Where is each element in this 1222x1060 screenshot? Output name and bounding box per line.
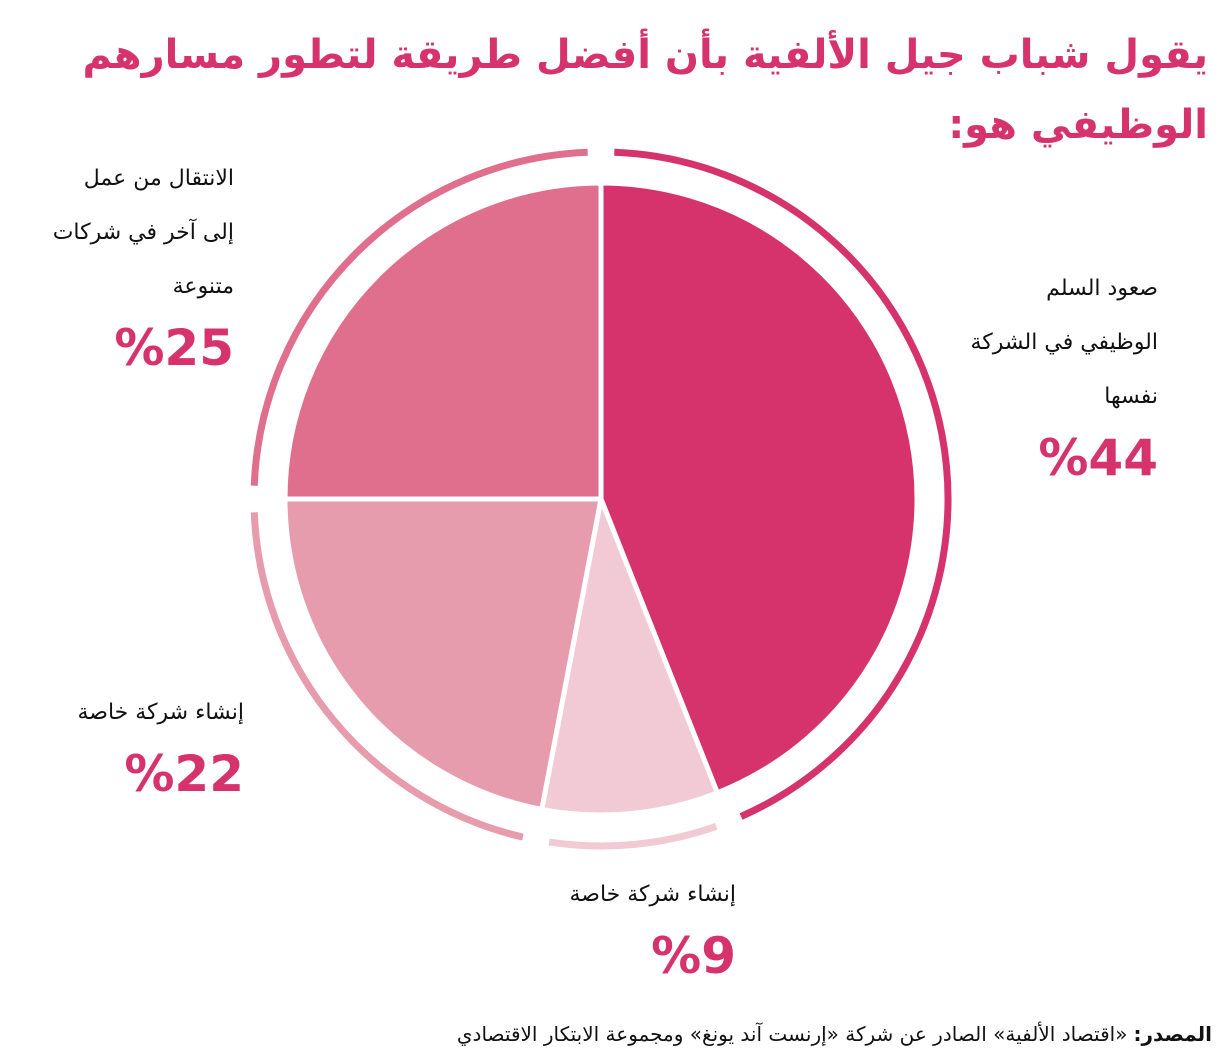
pie-slice-0 [598,180,920,796]
ring-arc-1 [548,822,718,850]
pie-slice-2 [282,496,604,812]
ring-arc-2 [250,512,524,841]
source-text: «اقتصاد الألفية» الصادر عن شركة «إرنست آ… [456,1022,1128,1046]
pie-slice-3 [282,180,604,502]
source-note: المصدر:«اقتصاد الألفية» الصادر عن شركة «… [457,1022,1212,1046]
ring-arc-0 [614,148,952,820]
slice-label-1: إنشاء شركة خاصة %9 [569,868,736,986]
ring-arc-3 [250,148,588,486]
pie-slices [282,180,920,818]
slice-label-text: إنشاء شركة خاصة [569,882,736,907]
pie-slice-1 [539,496,720,818]
outer-rings [250,148,952,850]
slice-percent: %22 [124,745,244,803]
source-label: المصدر: [1133,1022,1212,1046]
slice-label-text: صعود السلم الوظيفي في الشركة نفسها [970,276,1158,409]
slice-label-text: الانتقال من عمل إلى آخر في شركات متنوعة [52,166,234,299]
slice-label-3: الانتقال من عمل إلى آخر في شركات متنوعة … [53,152,234,378]
slice-percent: %9 [651,927,736,985]
slice-label-0: صعود السلم الوظيفي في الشركة نفسها %44 [971,262,1158,488]
slice-label-2: إنشاء شركة خاصة %22 [77,686,244,804]
slice-percent: %44 [1038,429,1158,487]
slice-label-text: إنشاء شركة خاصة [77,700,244,725]
chart-title: يقول شباب جيل الألفية بأن أفضل طريقة لتط… [82,32,1209,148]
slice-percent: %25 [114,319,234,377]
